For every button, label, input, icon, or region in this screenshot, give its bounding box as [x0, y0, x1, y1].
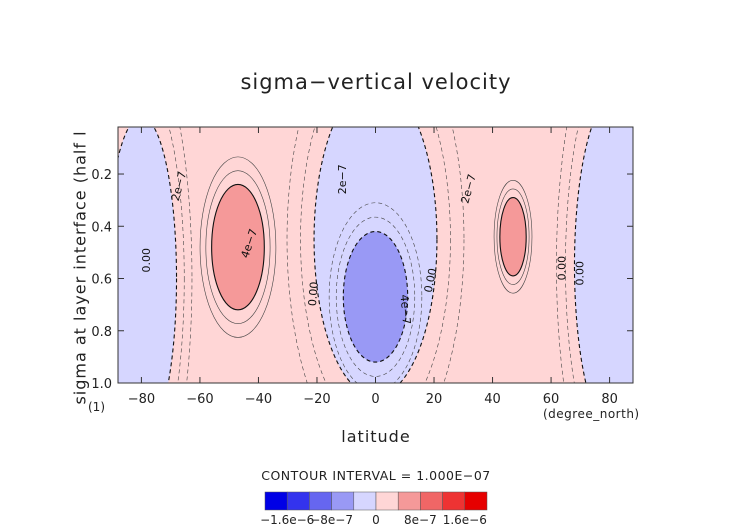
x-tick-label: 60	[543, 392, 560, 407]
x-axis-unit: (degree_north)	[543, 407, 640, 421]
contour-line	[493, 179, 533, 294]
contour-line	[328, 202, 423, 383]
contour-line	[496, 188, 530, 285]
colorbar-tick-label: −1.6e−6	[260, 513, 314, 527]
x-tick-label: −60	[186, 392, 213, 407]
y-tick-label: 0.8	[91, 325, 112, 340]
contour-label: 0.00	[306, 281, 321, 307]
colorbar-swatch	[420, 491, 443, 511]
colorbar-swatch	[331, 491, 355, 511]
x-tick-label: 40	[484, 392, 501, 407]
contour-label: 0.00	[573, 261, 586, 286]
y-tick-label: 0.6	[91, 273, 112, 288]
region-negative-3	[574, 127, 633, 383]
colorbar-swatch	[464, 491, 488, 511]
x-axis: −80 −60 −40 −20 0 20 40 60 80	[128, 127, 618, 407]
contour-label: 4e−7	[398, 294, 414, 325]
contour-line	[199, 156, 277, 338]
colorbar-swatch	[264, 491, 288, 511]
shaded-regions	[118, 127, 633, 383]
contour-line	[335, 216, 416, 377]
colorbar-tick-label: 0	[372, 513, 380, 527]
y-axis-unit: (1)	[88, 400, 105, 414]
y-tick-label: 0.4	[91, 220, 112, 235]
colorbar-swatch	[309, 491, 332, 511]
colorbar-tick-label: −8e−7	[310, 513, 353, 527]
contour-line	[499, 196, 527, 277]
contour-line	[565, 127, 579, 383]
colorbar-swatch	[353, 491, 377, 511]
x-tick-label: −40	[245, 392, 272, 407]
contour-line	[205, 170, 271, 324]
x-axis-label: latitude	[341, 427, 411, 446]
colorbar-tick-label: 8e−7	[404, 513, 437, 527]
y-tick-label: 1.0	[91, 377, 112, 392]
x-tick-label: 20	[426, 392, 443, 407]
contour-label: 0.00	[422, 267, 440, 294]
colorbar-swatch	[397, 491, 421, 511]
x-tick-label: 80	[601, 392, 618, 407]
region-positive-5	[499, 197, 527, 276]
x-tick-label: −80	[128, 392, 155, 407]
colorbar-swatch	[442, 491, 466, 511]
contour-line	[300, 127, 451, 383]
y-tick-label: 0.2	[91, 168, 112, 183]
contour-label: 0.00	[140, 248, 153, 273]
colorbar-tick-label: 1.6e−6	[443, 513, 487, 527]
contour-line	[211, 183, 265, 311]
colorbar-swatch	[375, 491, 399, 511]
chart-title: sigma−vertical velocity	[240, 70, 512, 94]
colorbar: −1.6e−6−8e−7 0 8e−7 1.6e−6	[260, 491, 488, 527]
region-negative-1	[118, 127, 177, 383]
y-axis: 0.2 0.4 0.6 0.8 1.0	[91, 168, 633, 392]
contour-interval-text: CONTOUR INTERVAL = 1.000E−07	[261, 468, 491, 483]
colorbar-swatch	[286, 491, 310, 511]
contour-label: 2e−7	[336, 164, 349, 194]
x-tick-label: 0	[371, 392, 379, 407]
region-negative-6	[343, 231, 408, 363]
contour-line	[179, 127, 193, 383]
contour-line	[313, 127, 438, 383]
contour-line	[342, 230, 409, 363]
contour-lines	[118, 127, 593, 383]
contour-label: 0.00	[556, 256, 569, 281]
x-tick-label: −20	[303, 392, 330, 407]
contour-line	[168, 127, 185, 383]
region-positive-4	[211, 184, 265, 310]
